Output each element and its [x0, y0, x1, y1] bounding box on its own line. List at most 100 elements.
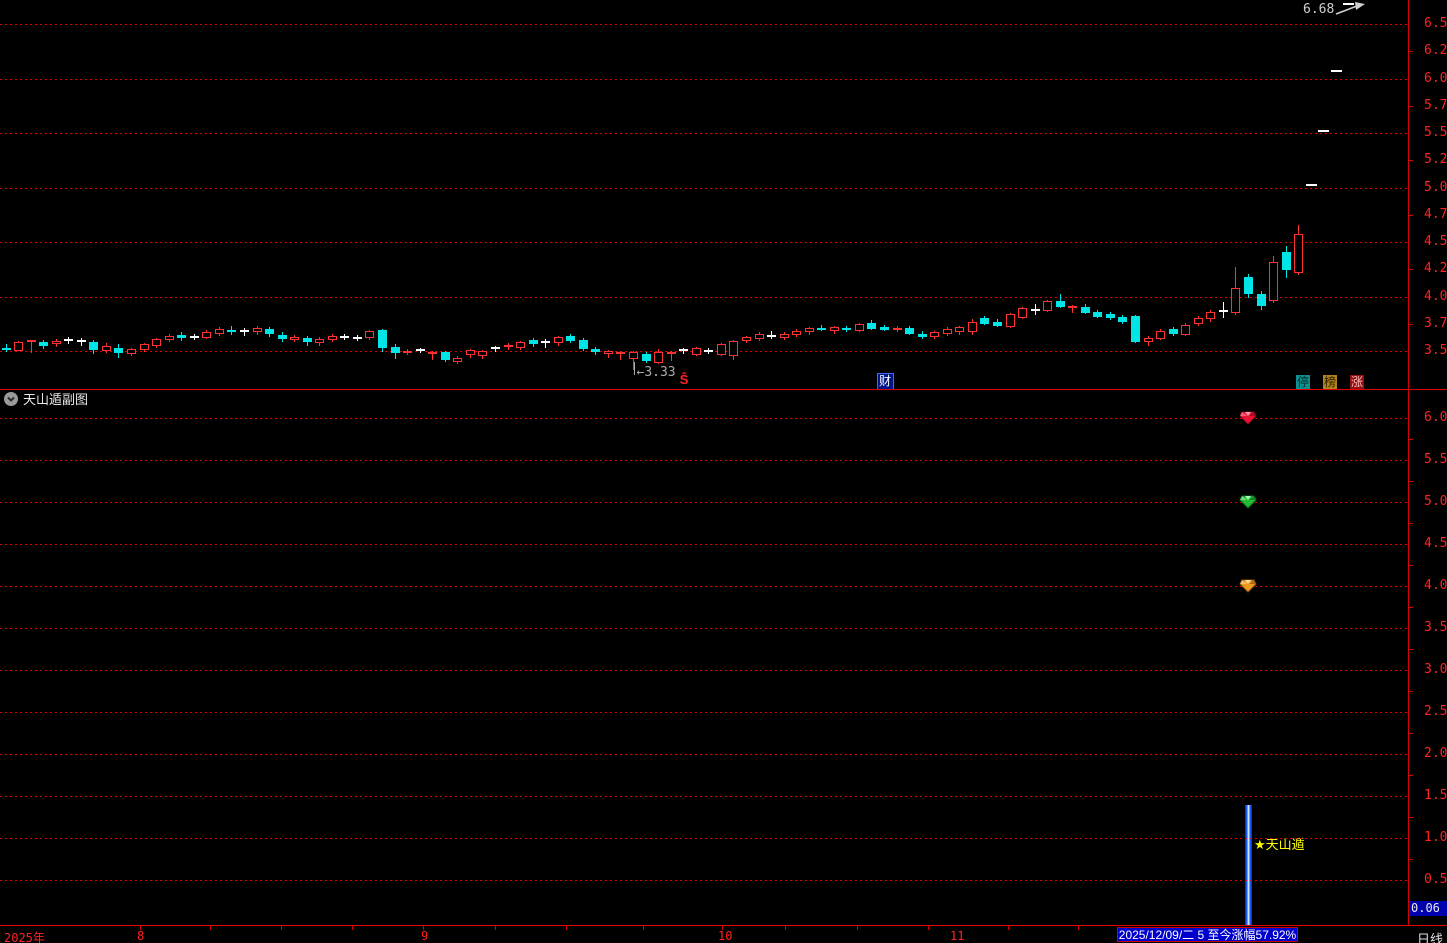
candle-doji	[189, 335, 199, 338]
candle-up	[51, 341, 61, 345]
timeline-tick	[1078, 926, 1079, 930]
candle-doji	[490, 346, 500, 349]
timeline-tick	[352, 926, 353, 930]
low-price-pointer-line	[633, 362, 635, 375]
main-axis-label: 4.5	[1424, 234, 1447, 249]
candle-flat	[1343, 3, 1355, 6]
candle-up	[252, 328, 262, 333]
sub-axis-label: 4.5	[1424, 536, 1447, 551]
sub-axis-label: 0.5	[1424, 872, 1447, 887]
candle-doji	[616, 352, 626, 355]
candle-flat	[1318, 129, 1330, 132]
gridline	[0, 880, 1408, 881]
candle-up	[754, 333, 764, 339]
candle-doji	[541, 341, 551, 344]
candle-down	[277, 334, 287, 339]
gridline	[0, 628, 1408, 629]
candle-doji	[340, 335, 350, 338]
badge-rise[interactable]: 涨	[1350, 375, 1364, 389]
main-axis-label: 6.2	[1424, 43, 1447, 59]
period-label[interactable]: 日线	[1417, 932, 1444, 943]
axis-tick	[1408, 214, 1413, 216]
badge-halt[interactable]: 停	[1296, 375, 1310, 389]
candle-doji	[1, 347, 11, 350]
gridline	[0, 296, 1408, 298]
axis-tick	[1408, 160, 1413, 162]
candle-wick	[507, 343, 509, 350]
candle-up	[930, 332, 940, 337]
badge-ranking[interactable]: 榜	[1323, 375, 1337, 389]
axis-tick	[1408, 607, 1413, 608]
candle-up	[1206, 311, 1216, 320]
candle-up	[127, 348, 136, 355]
timeline-tick	[928, 926, 929, 930]
main-axis-label: 6.0	[1424, 70, 1447, 86]
candle-down	[992, 321, 1002, 326]
candle-up	[453, 357, 463, 362]
low-price-annotation: ←3.33	[636, 365, 676, 380]
candle-down	[905, 328, 915, 334]
main-axis-label: 5.7	[1424, 97, 1447, 113]
candle-up	[691, 347, 701, 356]
subchart-header: 天山遁副图	[4, 391, 88, 407]
candle-down	[1281, 251, 1291, 271]
candle-wick	[620, 351, 622, 360]
candle-up	[202, 332, 212, 338]
sell-signal-marker: Ŝ	[679, 372, 689, 387]
candle-wick	[821, 324, 823, 332]
main-axis-label: 4.2	[1424, 261, 1447, 277]
candle-up	[1231, 287, 1241, 313]
candle-doji	[352, 336, 362, 339]
main-candlestick-panel[interactable]: 6.68 ←3.33 Ŝ 财 停榜涨	[0, 0, 1447, 390]
candle-down	[177, 334, 187, 338]
candle-doji	[239, 330, 249, 333]
candle-up	[804, 328, 814, 333]
candle-up	[1043, 300, 1053, 311]
candle-doji	[415, 348, 425, 351]
gridline	[0, 502, 1408, 503]
timeline-tick	[722, 926, 723, 930]
axis-tick	[1408, 51, 1413, 53]
sub-axis-label: 3.0	[1424, 662, 1447, 677]
timeline-tick	[566, 926, 567, 930]
candle-up	[955, 327, 965, 333]
candle-down	[1055, 300, 1065, 308]
candle-doji	[704, 350, 714, 352]
news-marker[interactable]: 财	[876, 373, 894, 390]
candle-up	[365, 331, 375, 338]
axis-tick	[1408, 817, 1413, 818]
candle-up	[854, 323, 864, 332]
candle-down	[641, 354, 651, 361]
candle-up	[478, 351, 488, 357]
timeline-tick	[210, 926, 211, 930]
indicator-subchart-panel[interactable]: ★天山遁	[0, 390, 1447, 943]
candle-up	[1143, 337, 1153, 343]
candle-down	[591, 348, 601, 353]
candle-down	[578, 340, 588, 349]
main-axis-label: 6.5	[1424, 16, 1447, 31]
timeline-bar[interactable]: 2025年 8 9 10 11 2025/12/09/二 5 至今涨幅57.92% 日…	[0, 925, 1447, 943]
candle-doji	[666, 352, 676, 355]
collapse-indicator-icon[interactable]	[4, 391, 18, 406]
axis-tick	[1408, 859, 1413, 860]
gridline	[0, 754, 1408, 755]
sub-axis-label: 3.5	[1424, 620, 1447, 635]
candle-doji	[767, 334, 777, 337]
candle-down	[1118, 317, 1128, 322]
candle-down	[867, 322, 877, 330]
main-axis-label: 5.2	[1424, 152, 1447, 168]
candle-down	[440, 352, 450, 360]
timeline-tick	[643, 926, 644, 930]
gridline	[0, 133, 1408, 134]
candle-down	[39, 342, 49, 346]
axis-tick	[1408, 691, 1413, 692]
month-label: 8	[137, 929, 145, 943]
candle-doji	[817, 328, 827, 331]
high-price-arrow-icon	[1335, 2, 1365, 15]
date-info-box[interactable]: 2025/12/09/二 5 至今涨幅57.92%	[1117, 927, 1298, 942]
candle-down	[390, 346, 400, 354]
main-axis-label: 3.5	[1424, 343, 1447, 358]
signal-label: ★天山遁	[1254, 837, 1305, 852]
candle-up	[1005, 313, 1015, 328]
candle-up	[152, 339, 162, 346]
